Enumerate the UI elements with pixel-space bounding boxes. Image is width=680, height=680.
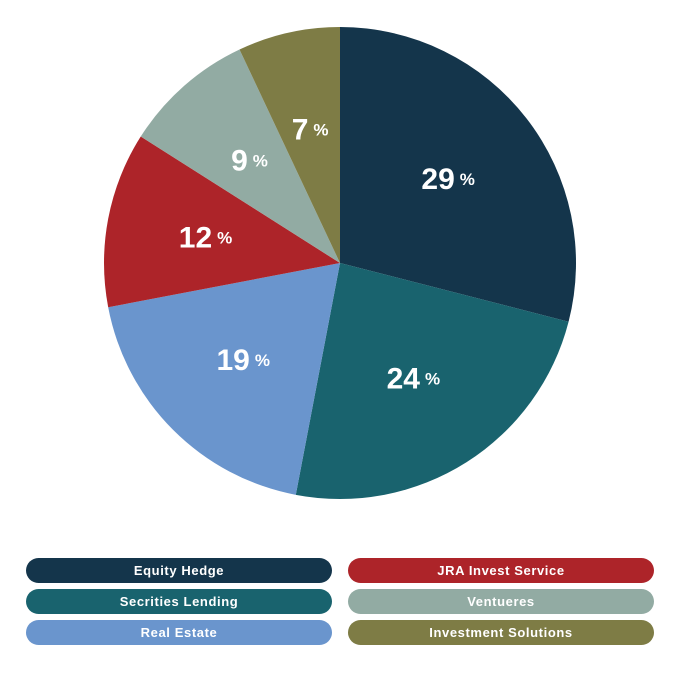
pie-slice-ventueres <box>140 49 340 263</box>
legend-item-investment-solutions: Investment Solutions <box>348 620 654 645</box>
slice-value-label: 12% <box>179 221 233 254</box>
pie-slice-jra-invest-service <box>104 136 340 308</box>
pie-slice-investment-solutions <box>239 27 340 263</box>
slice-value-label: 29% <box>421 163 475 196</box>
pie-slice-real-estate <box>108 263 340 495</box>
legend-item-jra-invest-service: JRA Invest Service <box>348 558 654 583</box>
legend-item-ventueres: Ventueres <box>348 589 654 614</box>
legend: Equity Hedge JRA Invest Service Secrities … <box>26 558 654 645</box>
slice-value-label: 19% <box>216 343 270 376</box>
legend-item-equity-hedge: Equity Hedge <box>26 558 332 583</box>
pie-slice-equity-hedge <box>340 27 576 322</box>
slice-value-label: 24% <box>387 362 441 395</box>
slice-value-label: 9% <box>231 144 268 177</box>
legend-item-real-estate: Real Estate <box>26 620 332 645</box>
pie-chart: 29 % 24 % 19 % 12 % 9 % 7% <box>104 27 576 500</box>
pie-slice-secrities-lending <box>295 263 569 500</box>
slice-value-label: 7% <box>292 113 329 146</box>
legend-item-secrities-lending: Secrities Lending <box>26 589 332 614</box>
